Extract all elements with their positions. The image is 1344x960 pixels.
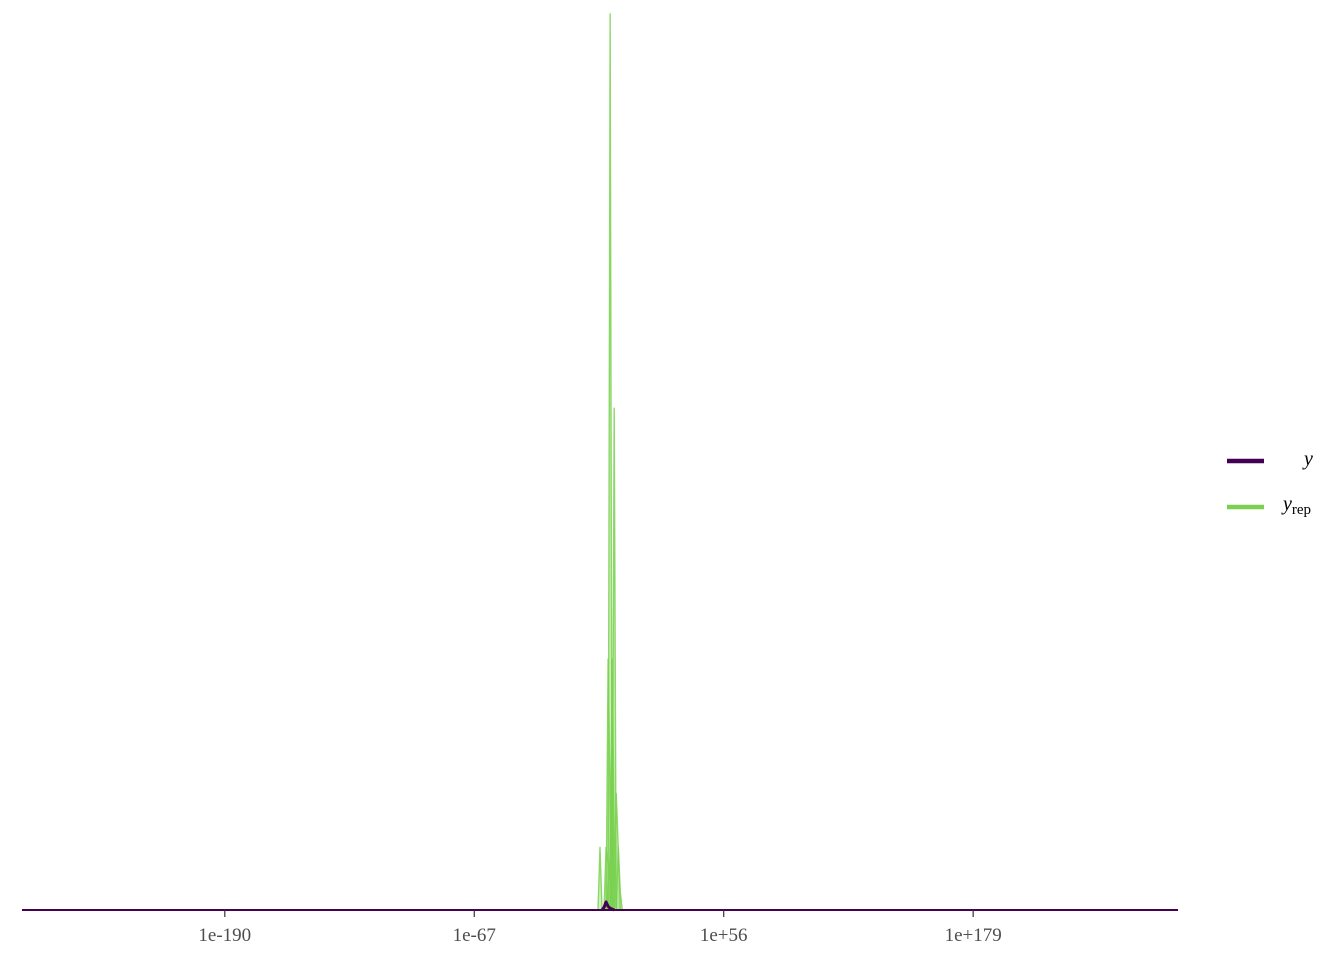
x-tick-label: 1e-190	[198, 925, 251, 946]
yrep-curve	[597, 846, 603, 911]
legend-label-yrep-subscript: rep	[1292, 502, 1311, 518]
yrep-density-curves	[597, 13, 624, 911]
legend-label-y: y	[1302, 448, 1313, 470]
legend: y yrep	[1227, 448, 1313, 518]
x-tick-label: 1e+56	[700, 925, 748, 946]
x-tick-label: 1e-67	[453, 925, 496, 946]
x-tick-label: 1e+179	[945, 925, 1002, 946]
x-axis-ticks: 1e-190 1e-67 1e+56 1e+179	[198, 910, 1002, 946]
legend-label-yrep: yrep	[1281, 493, 1311, 518]
